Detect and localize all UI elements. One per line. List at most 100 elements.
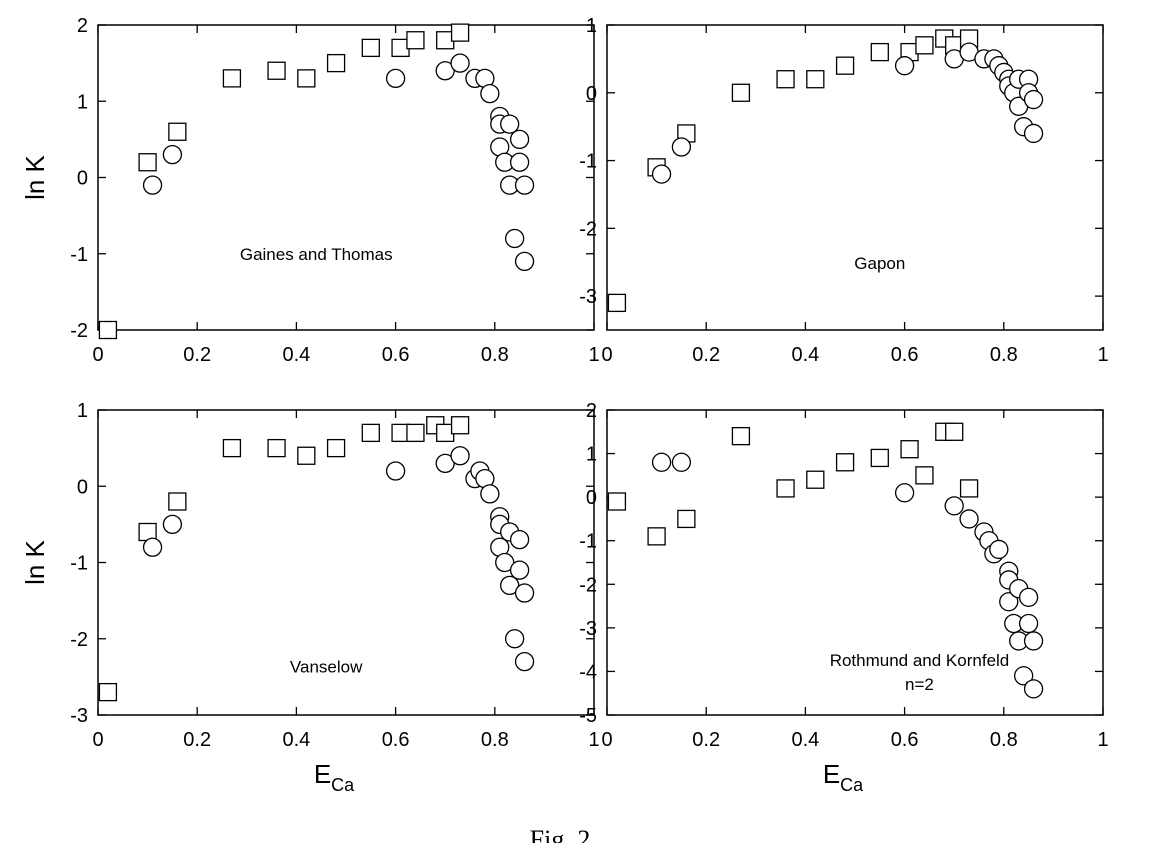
caption: Fig. 2 <box>530 825 591 843</box>
x-tick-label: 0 <box>601 344 612 366</box>
circle-marker <box>142 537 163 557</box>
y-tick-label: -1 <box>579 151 597 173</box>
square-marker <box>647 527 666 546</box>
x-axis-label-main: E <box>823 759 840 789</box>
panel: 0 0.2 0.4 0.6 0.8 1 -3 -2 -1 0 1 ln K ECa Vanselow <box>20 400 600 795</box>
y-tick-label: -1 <box>579 531 597 553</box>
circle-marker <box>1018 613 1039 634</box>
x-tick-label: 0.8 <box>481 729 509 751</box>
circle-marker <box>450 446 470 466</box>
circle-marker <box>651 164 672 184</box>
y-tick-label: -1 <box>70 244 88 266</box>
circle-marker <box>162 514 183 535</box>
square-marker <box>222 438 242 458</box>
x-tick-label: 0.8 <box>990 344 1018 366</box>
x-axis-label: ECa <box>823 759 864 795</box>
circle-marker <box>162 144 183 165</box>
square-marker <box>677 509 696 529</box>
x-tick-label: 0.6 <box>891 729 919 751</box>
x-tick-label: 1 <box>588 729 599 751</box>
circle-marker <box>999 592 1019 612</box>
square-marker <box>98 682 118 702</box>
y-tick-label: -3 <box>579 618 597 640</box>
x-axis-label-main: E <box>314 759 331 789</box>
square-marker <box>361 38 380 58</box>
square-marker <box>361 423 380 443</box>
plot-frame <box>606 409 1104 716</box>
x-tick-label: 0.4 <box>791 344 819 366</box>
plot-frame <box>606 24 1104 331</box>
circle-marker <box>480 484 500 504</box>
circle-marker <box>509 129 530 150</box>
x-axis-label-sub: Ca <box>840 775 864 795</box>
y-tick-label: 2 <box>586 400 597 422</box>
square-marker <box>406 31 425 50</box>
y-tick-label: 0 <box>77 168 88 190</box>
square-marker <box>450 416 470 435</box>
x-tick-label: 0.2 <box>183 729 211 751</box>
x-tick-label: 0.6 <box>382 344 410 366</box>
y-tick-label: -2 <box>579 218 597 240</box>
circle-marker <box>651 452 672 472</box>
square-marker <box>607 492 627 511</box>
annotation: Rothmund and Kornfeld <box>830 651 1010 670</box>
circle-marker <box>671 137 692 157</box>
y-tick-label: -2 <box>70 629 88 651</box>
square-marker <box>607 293 627 313</box>
y-tick-label: 0 <box>586 83 597 105</box>
square-marker <box>835 56 855 75</box>
square-marker <box>959 479 979 498</box>
circle-marker <box>671 452 692 472</box>
square-marker <box>326 53 346 73</box>
circle-marker <box>959 509 979 529</box>
annotation: Gapon <box>854 254 905 273</box>
circle-marker <box>1023 631 1044 651</box>
circle-marker <box>944 496 964 516</box>
square-marker <box>222 69 242 88</box>
circle-marker <box>514 175 535 195</box>
y-tick-label: 1 <box>586 15 597 37</box>
annotation: Vanselow <box>290 657 363 676</box>
square-marker <box>915 36 934 55</box>
circle-marker <box>1013 666 1034 686</box>
x-axis-label: ECa <box>314 759 355 795</box>
circle-marker <box>894 56 915 76</box>
annotation: n=2 <box>905 675 934 694</box>
x-tick-label: 0.4 <box>791 729 819 751</box>
square-marker <box>835 453 855 472</box>
square-marker <box>326 438 346 458</box>
x-tick-label: 0.2 <box>692 729 720 751</box>
square-marker <box>168 122 187 141</box>
square-marker <box>945 422 964 441</box>
circle-marker <box>504 228 525 249</box>
y-tick-label: 0 <box>586 487 597 509</box>
y-tick-label: -4 <box>579 661 597 683</box>
x-tick-label: 0.8 <box>481 344 509 366</box>
y-tick-label: -3 <box>70 705 88 727</box>
y-tick-label: -1 <box>70 553 88 575</box>
x-tick-label: 1 <box>1097 729 1108 751</box>
x-tick-label: 0.6 <box>382 729 410 751</box>
y-tick-label: -2 <box>579 574 597 596</box>
square-marker <box>806 70 825 89</box>
annotation: Gaines and Thomas <box>240 245 393 264</box>
x-tick-label: 0.6 <box>891 344 919 366</box>
circle-marker <box>514 583 535 603</box>
x-axis-label-sub: Ca <box>331 775 355 795</box>
circle-marker <box>450 53 470 73</box>
square-marker <box>297 69 316 88</box>
y-tick-label: 1 <box>77 400 88 422</box>
circle-marker <box>509 152 530 172</box>
square-marker <box>900 440 919 459</box>
circle-marker <box>514 251 535 272</box>
circle-marker <box>504 629 525 649</box>
y-tick-label: 1 <box>586 444 597 466</box>
square-marker <box>870 448 889 468</box>
y-axis-label: ln K <box>20 154 50 199</box>
circle-marker <box>500 114 520 134</box>
circle-marker <box>514 651 535 672</box>
circle-marker <box>989 539 1009 560</box>
